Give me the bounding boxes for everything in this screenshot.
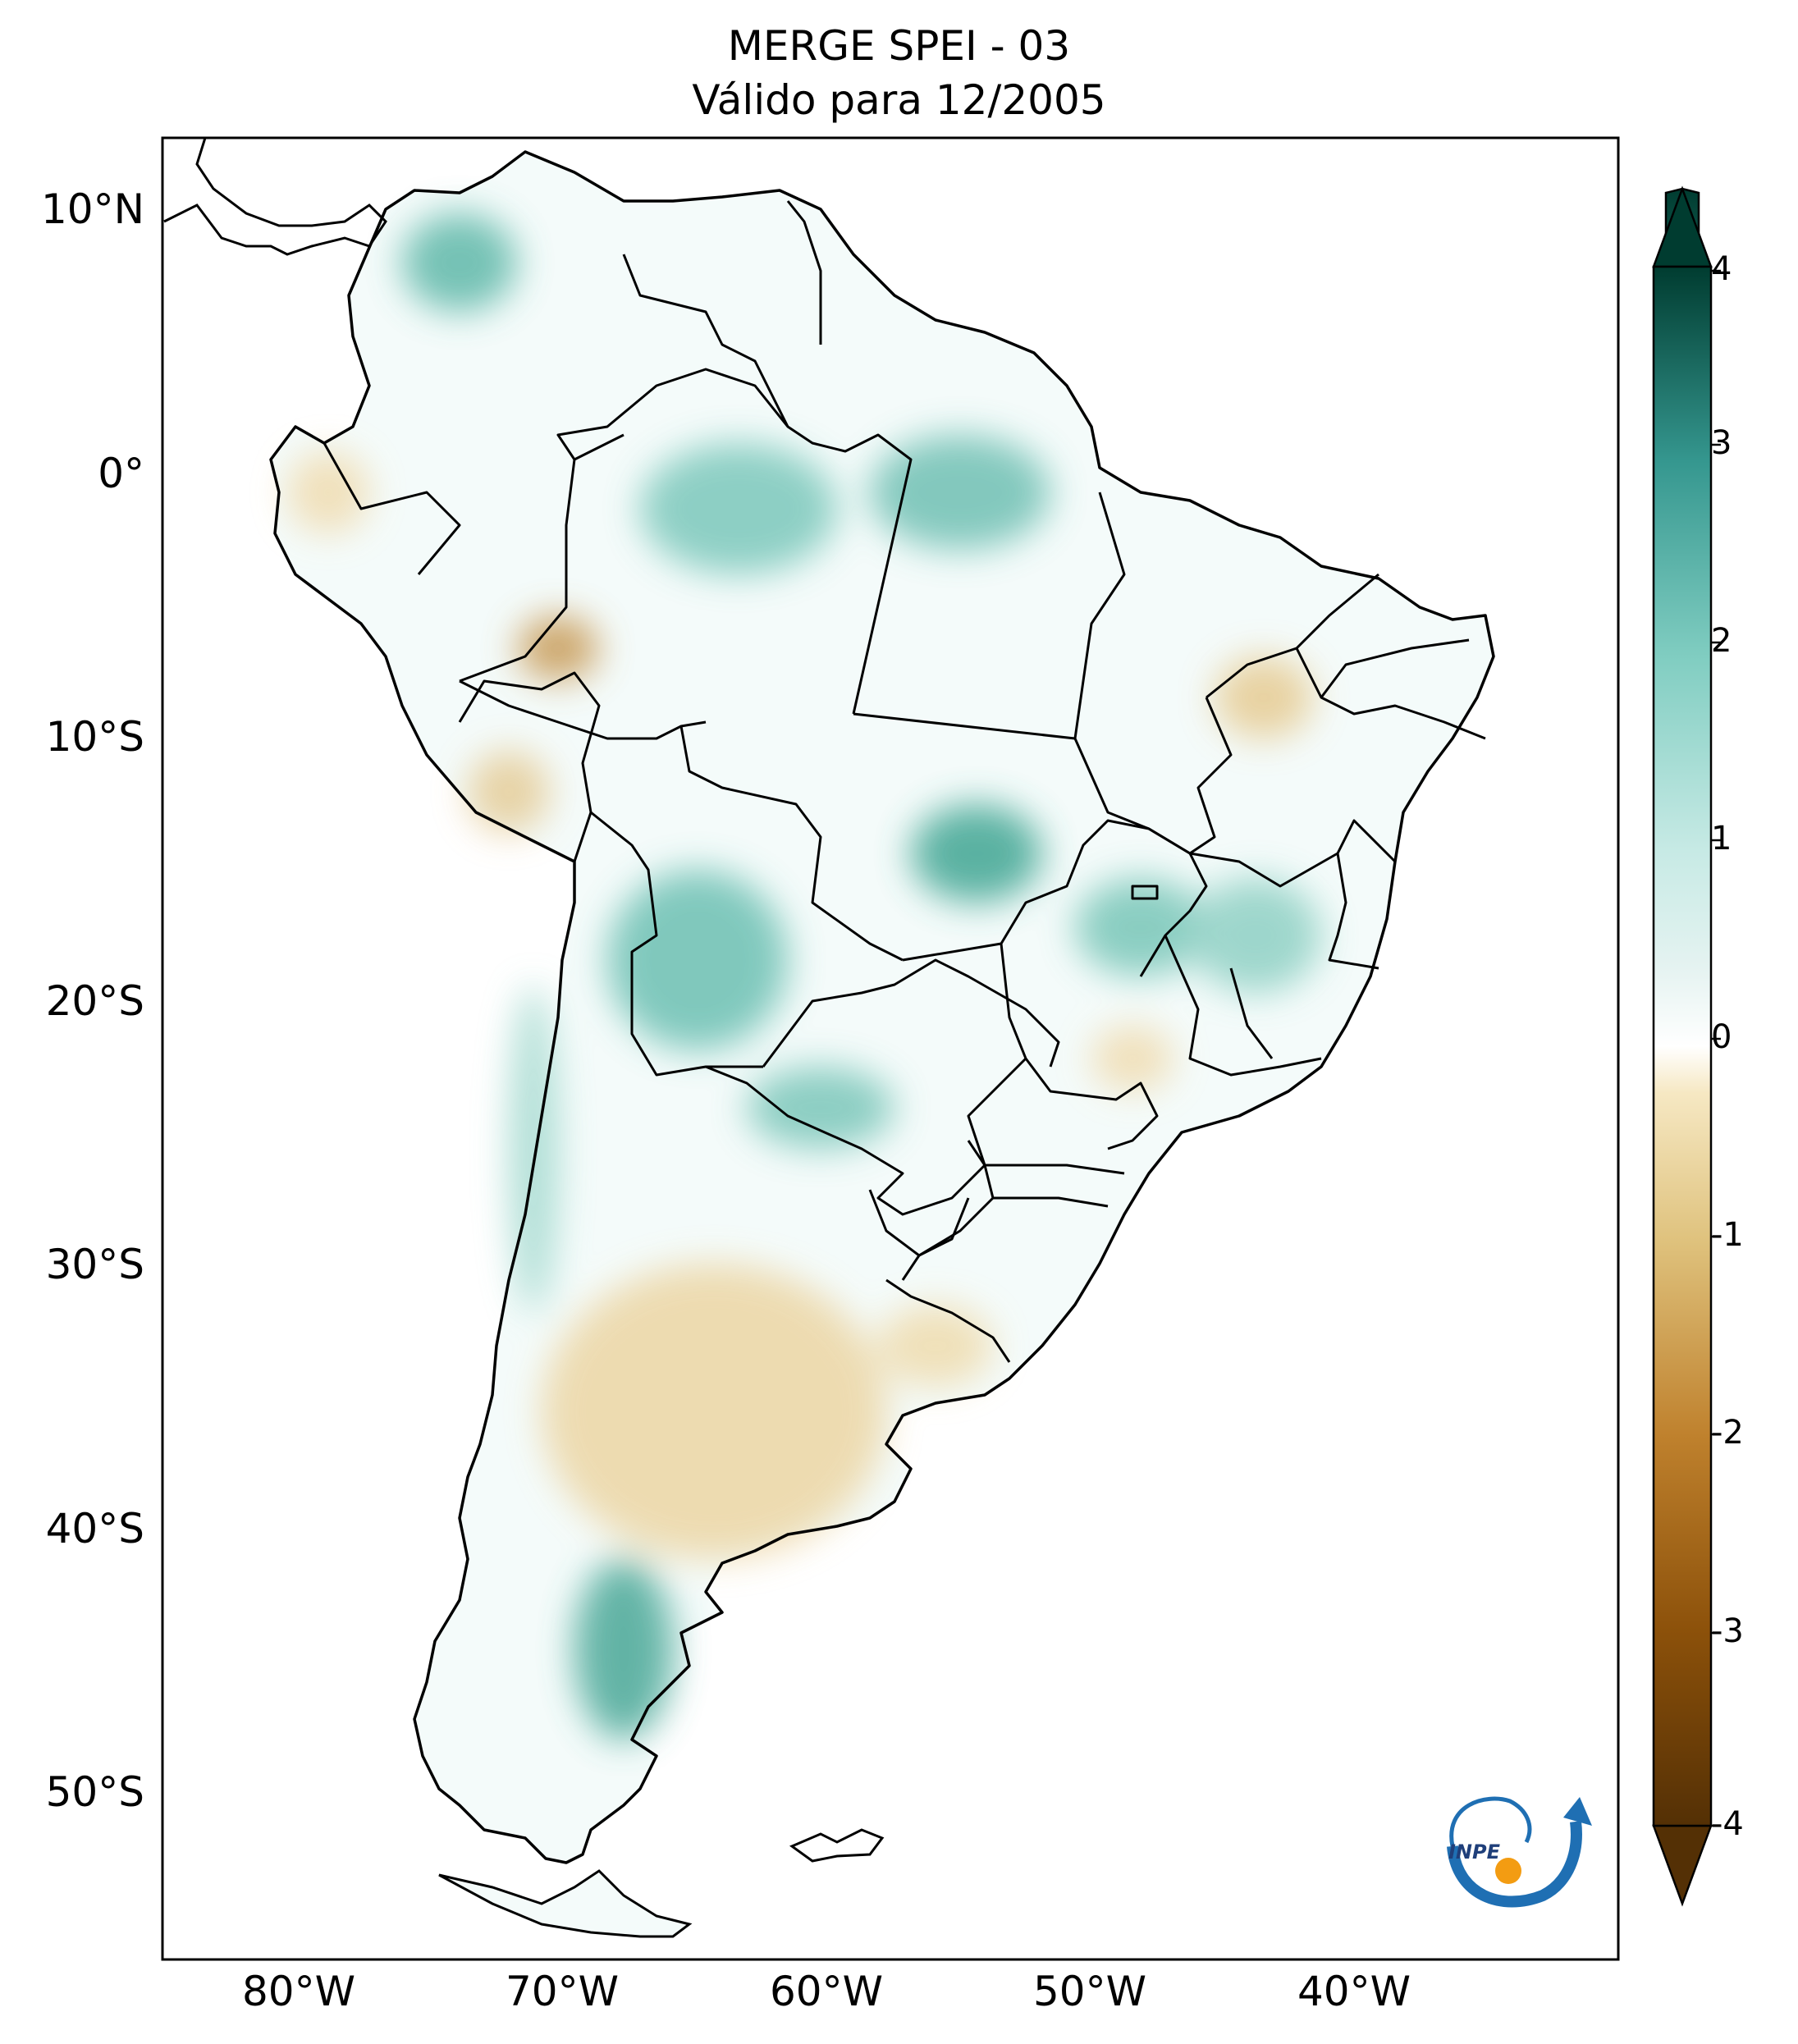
colorbar-bottom-extend — [1652, 1824, 1713, 1907]
lon-label-80w: 80°W — [241, 1968, 356, 2015]
lat-label-0: 0° — [98, 450, 144, 497]
colorbar-label-neg3: -3 — [1711, 1612, 1744, 1650]
dry-anomaly-peru-south — [468, 751, 550, 833]
wet-anomaly-north-amazon — [640, 443, 837, 574]
colorbar — [1652, 185, 1721, 1907]
colorbar-label-4: 4 — [1711, 250, 1732, 288]
dry-anomaly-northeast — [1215, 656, 1313, 738]
wet-anomaly-patagonia — [574, 1559, 673, 1740]
logo-text: INPE — [1448, 1841, 1501, 1863]
falkland-islands-outline — [789, 1828, 885, 1863]
colorbar-top-extend — [1652, 185, 1713, 268]
lat-label-40s: 40°S — [45, 1505, 144, 1552]
lon-label-50w: 50°W — [1032, 1968, 1147, 2015]
lat-label-50s: 50°S — [45, 1768, 144, 1816]
central-america-outline — [163, 138, 387, 256]
colorbar-label-2: 2 — [1711, 622, 1732, 660]
colorbar-label-3: 3 — [1711, 424, 1732, 462]
wet-anomaly-chile — [509, 985, 558, 1313]
logo-sun — [1495, 1858, 1521, 1884]
wet-anomaly-para — [870, 435, 1050, 550]
colorbar-label-neg1: -1 — [1711, 1216, 1744, 1254]
dry-anomaly-argentina — [542, 1264, 886, 1559]
colorbar-ticks — [1711, 269, 1721, 1827]
colorbar-label-neg4: -4 — [1711, 1805, 1744, 1843]
lat-label-30s: 30°S — [45, 1241, 144, 1288]
dry-anomaly-ecuador — [287, 451, 369, 533]
lat-label-20s: 20°S — [45, 977, 144, 1025]
map-title: MERGE SPEI - 03 — [727, 22, 1071, 70]
wet-anomaly-minas — [1190, 878, 1321, 993]
colorbar-label-0: 0 — [1711, 1018, 1732, 1056]
inpe-logo: INPE — [1447, 1796, 1592, 1908]
colorbar-label-neg2: -2 — [1711, 1414, 1744, 1452]
colorbar-label-1: 1 — [1711, 820, 1732, 857]
lon-label-70w: 70°W — [505, 1968, 620, 2015]
wet-anomaly-goias — [1075, 878, 1206, 976]
map-subtitle: Válido para 12/2005 — [692, 76, 1106, 124]
dry-anomaly-sao-paulo — [1091, 1026, 1174, 1091]
lon-label-40w: 40°W — [1297, 1968, 1411, 2015]
wet-anomaly-mato-grosso — [911, 804, 1042, 903]
lon-label-60w: 60°W — [769, 1968, 884, 2015]
lat-label-10n: 10°N — [40, 185, 144, 233]
dry-anomaly-uruguay — [878, 1305, 993, 1387]
wet-anomaly-paraguay — [747, 1067, 894, 1149]
tierra-del-fuego-outline — [438, 1869, 693, 1938]
political-borders — [323, 200, 1486, 1363]
colorbar-frame — [1652, 265, 1713, 1827]
wet-anomaly-bolivia — [607, 870, 788, 1050]
lat-label-10s: 10°S — [45, 713, 144, 761]
dry-anomaly-peru — [517, 615, 599, 681]
coastline — [269, 150, 1495, 1864]
wet-anomaly-venezuela — [402, 213, 517, 312]
